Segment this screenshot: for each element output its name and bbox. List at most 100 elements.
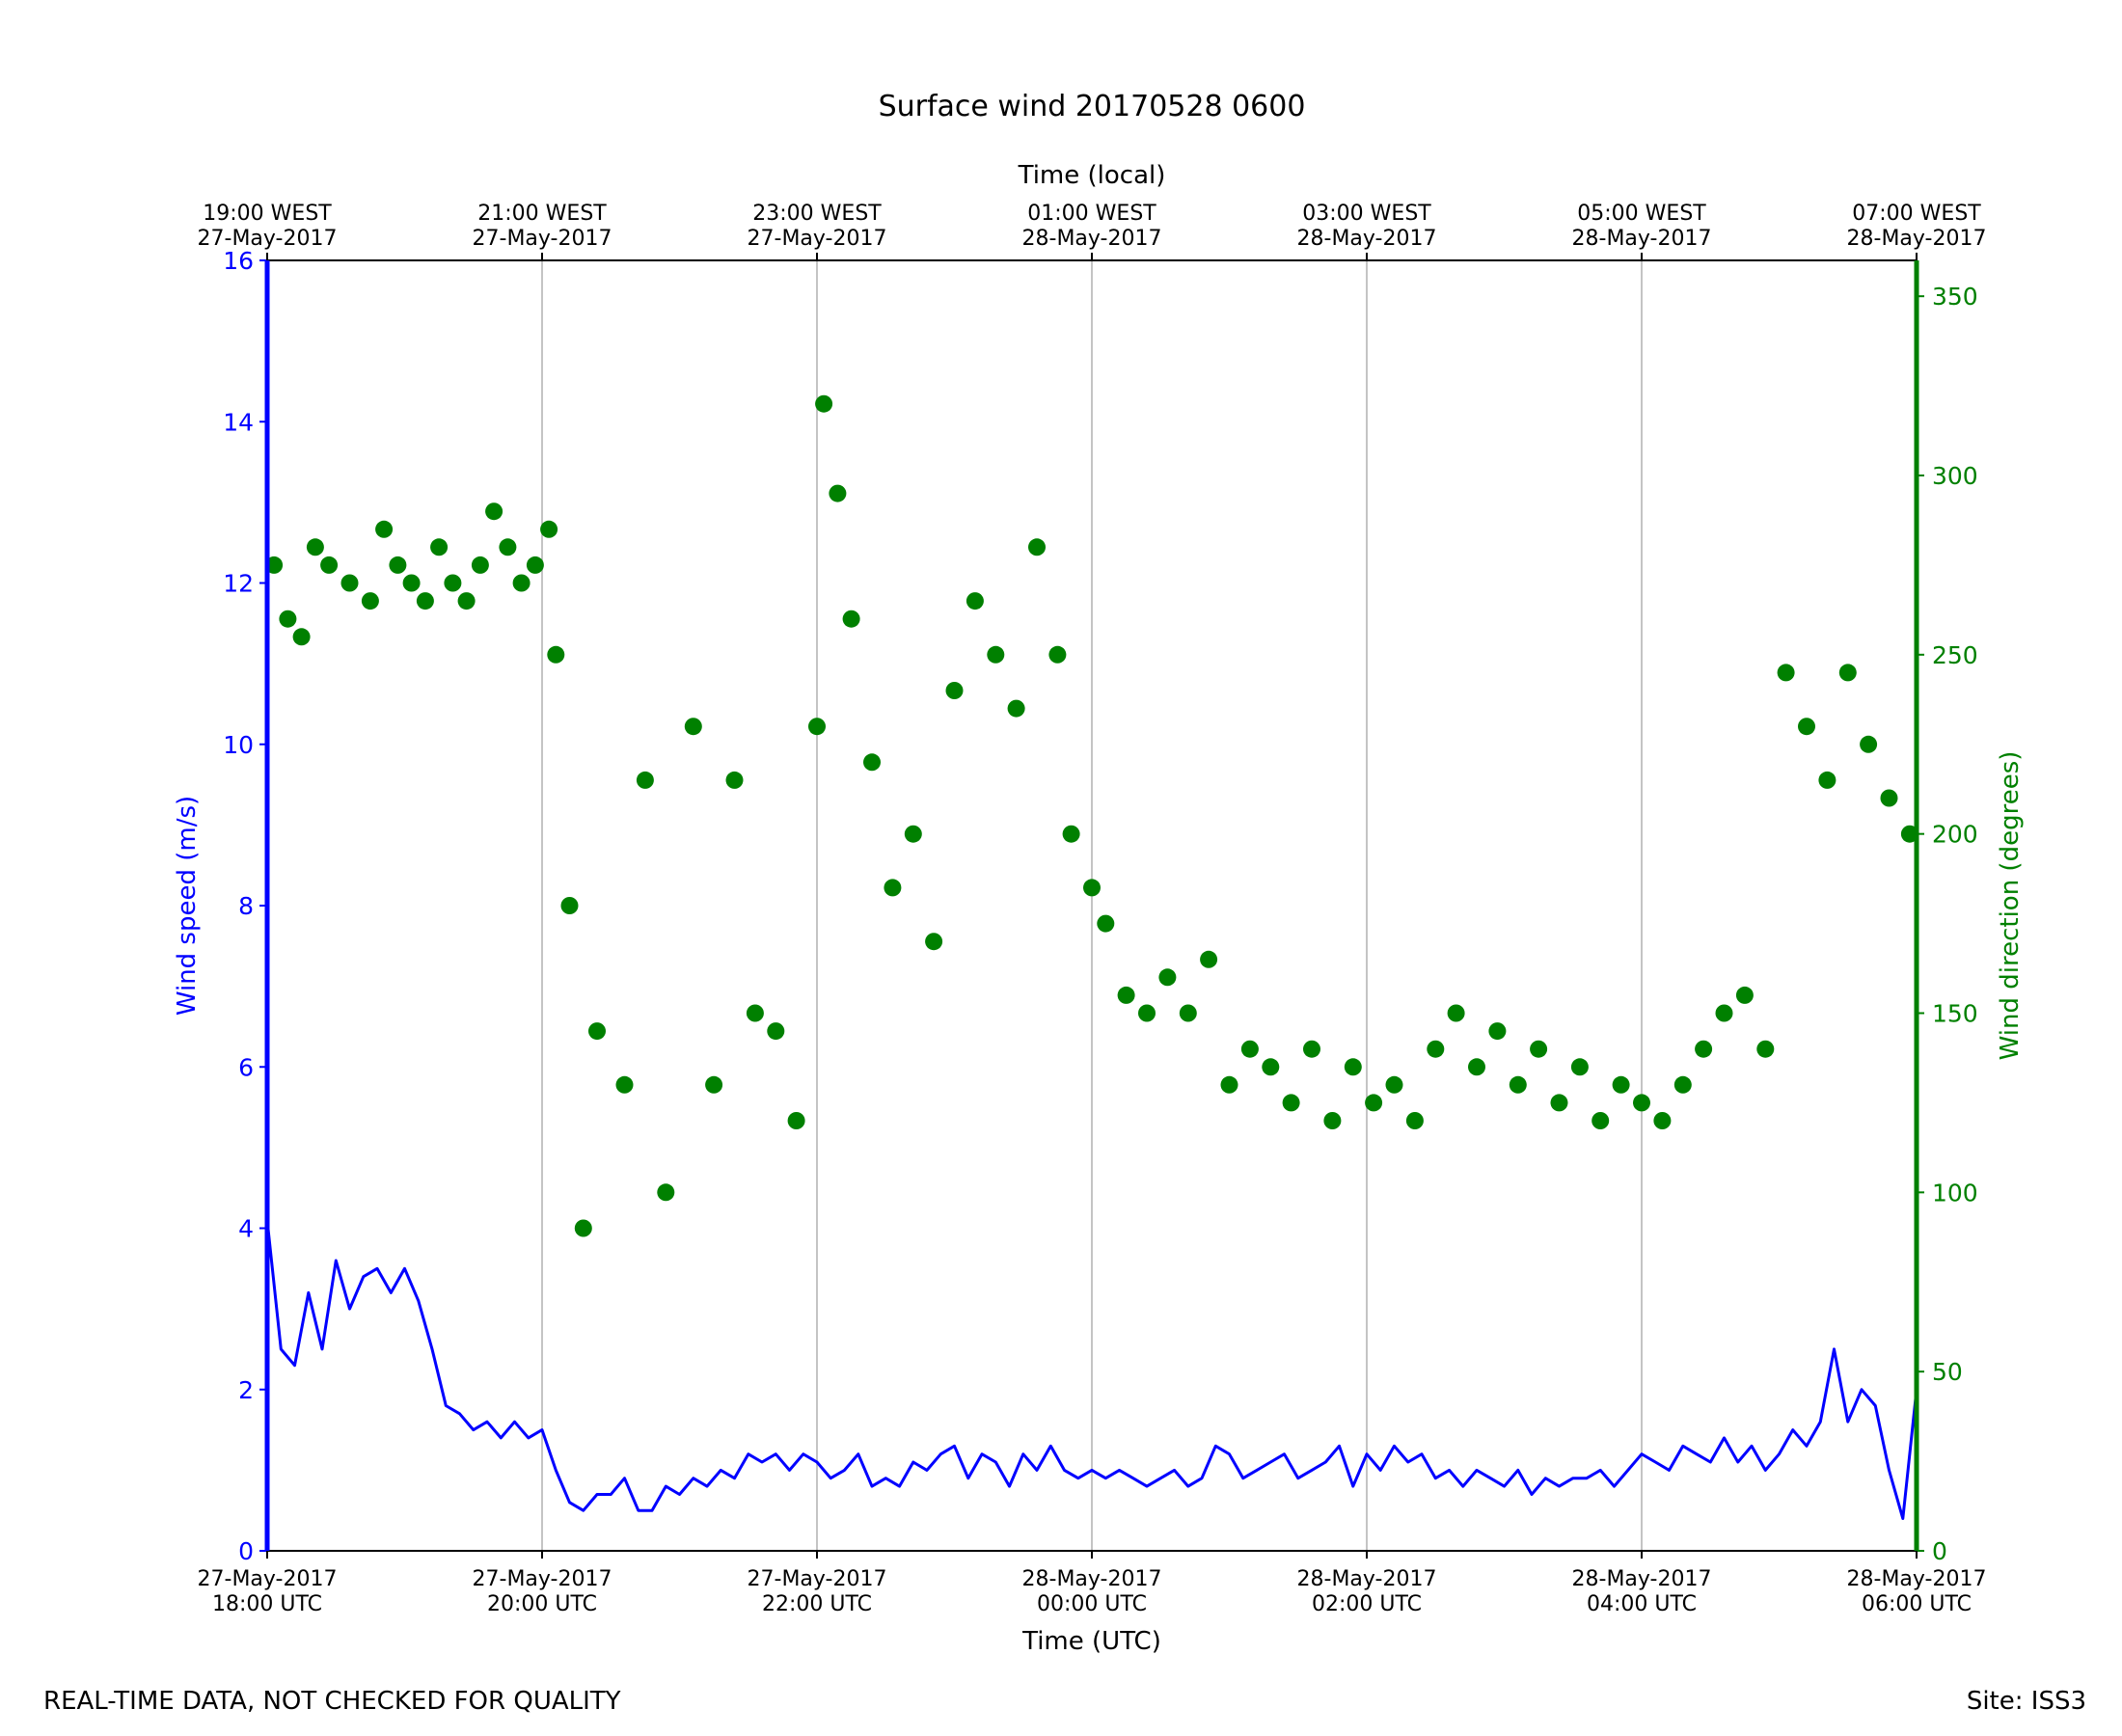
wind-direction-point (375, 520, 394, 538)
wind-direction-point (457, 592, 476, 610)
wind-direction-point (1530, 1040, 1548, 1058)
left-tick-label: 14 (223, 408, 254, 436)
top-axis-label: Time (local) (1018, 161, 1166, 190)
wind-direction-point (1365, 1094, 1383, 1112)
top-tick-local-time: 01:00 WEST (1027, 202, 1156, 226)
wind-direction-point (279, 610, 297, 628)
wind-direction-point (1427, 1040, 1445, 1058)
wind-direction-point (1695, 1040, 1713, 1058)
wind-direction-point (588, 1022, 606, 1041)
top-tick-local-time: 21:00 WEST (477, 202, 607, 226)
x-axis-label: Time (UTC) (1021, 1627, 1161, 1656)
left-tick-label: 16 (223, 247, 254, 275)
right-tick-label: 300 (1932, 462, 1978, 490)
bottom-tick-date: 27-May-2017 (473, 1567, 612, 1591)
wind-direction-point (1633, 1094, 1650, 1112)
right-axis-label: Wind direction (degrees) (1996, 751, 2025, 1061)
wind-direction-point (657, 1183, 675, 1202)
wind-direction-point (1303, 1040, 1320, 1058)
bottom-tick-date: 27-May-2017 (748, 1567, 887, 1591)
wind-direction-point (1262, 1058, 1280, 1076)
wind-speed-line (265, 1219, 1918, 1520)
left-tick-label: 12 (223, 570, 254, 598)
wind-direction-point (1550, 1094, 1568, 1112)
left-tick-label: 8 (238, 892, 254, 920)
wind-direction-point (787, 1112, 805, 1129)
wind-direction-point (1735, 986, 1754, 1004)
top-tick-local-date: 27-May-2017 (198, 227, 338, 251)
left-axis-label: Wind speed (m/s) (173, 796, 202, 1016)
wind-direction-point (925, 933, 943, 951)
wind-direction-point (829, 484, 847, 502)
right-tick-label: 50 (1932, 1358, 1963, 1386)
wind-direction-point (1117, 986, 1135, 1004)
wind-direction-point (1028, 538, 1046, 556)
wind-direction-point (1673, 1075, 1692, 1094)
top-tick-local-date: 28-May-2017 (1847, 227, 1987, 251)
wind-direction-point (265, 556, 284, 574)
right-tick-label: 250 (1932, 641, 1978, 669)
top-tick-local-date: 28-May-2017 (1297, 227, 1437, 251)
wind-direction-point (746, 1004, 764, 1022)
wind-direction-point (1007, 699, 1025, 718)
top-tick-local-date: 28-May-2017 (1572, 227, 1712, 251)
top-tick-local-time: 23:00 WEST (752, 202, 882, 226)
wind-direction-point (1509, 1075, 1527, 1094)
wind-direction-point (1488, 1022, 1507, 1041)
wind-direction-point (1158, 968, 1177, 987)
wind-direction-point (904, 825, 922, 843)
wind-direction-point (1200, 950, 1218, 968)
top-tick-local-time: 07:00 WEST (1852, 202, 1981, 226)
vertical-gridlines (541, 260, 1643, 1551)
bottom-tick-time: 04:00 UTC (1587, 1592, 1697, 1616)
wind-speed-series (265, 1219, 1918, 1520)
wind-direction-point (1818, 771, 1836, 789)
wind-direction-point (966, 592, 984, 610)
wind-direction-point (1880, 789, 1898, 807)
wind-direction-point (863, 753, 881, 772)
wind-direction-point (1282, 1094, 1300, 1112)
wind-direction-point (945, 682, 964, 699)
right-tick-label: 150 (1932, 1000, 1978, 1028)
left-tick-label: 2 (238, 1376, 254, 1404)
wind-direction-point (471, 556, 489, 574)
left-tick-label: 6 (238, 1053, 254, 1081)
right-tick-label: 350 (1932, 283, 1978, 311)
wind-direction-point (1798, 718, 1815, 736)
right-tick-label: 0 (1932, 1537, 1947, 1565)
wind-direction-point (1900, 825, 1918, 843)
wind-direction-point (808, 718, 826, 736)
wind-direction-point (636, 771, 654, 789)
top-tick-local-time: 05:00 WEST (1577, 202, 1706, 226)
wind-direction-point (842, 610, 860, 628)
wind-direction-point (430, 538, 449, 556)
wind-direction-point (306, 538, 324, 556)
wind-direction-point (1405, 1112, 1424, 1129)
bottom-tick-date: 28-May-2017 (1572, 1567, 1712, 1591)
site-label: Site: ISS3 (1967, 1687, 2086, 1716)
wind-direction-point (725, 771, 744, 789)
right-axis-ticks: 0 50 100 150 200 250 300 350 (1917, 283, 1978, 1565)
bottom-tick-date: 28-May-2017 (1847, 1567, 1987, 1591)
wind-direction-point (615, 1075, 634, 1094)
wind-direction-point (340, 574, 359, 592)
wind-direction-point (1612, 1075, 1630, 1094)
wind-direction-point (1344, 1058, 1362, 1076)
top-tick-local-date: 28-May-2017 (1022, 227, 1162, 251)
wind-direction-point (767, 1022, 785, 1041)
wind-direction-point (1468, 1058, 1485, 1076)
right-tick-label: 100 (1932, 1179, 1978, 1207)
wind-direction-point (1447, 1004, 1465, 1022)
left-tick-label: 4 (238, 1215, 254, 1243)
quality-disclaimer: REAL-TIME DATA, NOT CHECKED FOR QUALITY (43, 1687, 621, 1716)
left-tick-label: 0 (238, 1537, 254, 1565)
wind-direction-point (526, 556, 544, 574)
wind-direction-point (444, 574, 462, 592)
wind-direction-point (1048, 645, 1067, 664)
left-axis-ticks: 0 2 4 6 8 10 12 14 16 (223, 247, 267, 1565)
bottom-tick-time: 06:00 UTC (1862, 1592, 1972, 1616)
wind-direction-point (1838, 664, 1857, 682)
